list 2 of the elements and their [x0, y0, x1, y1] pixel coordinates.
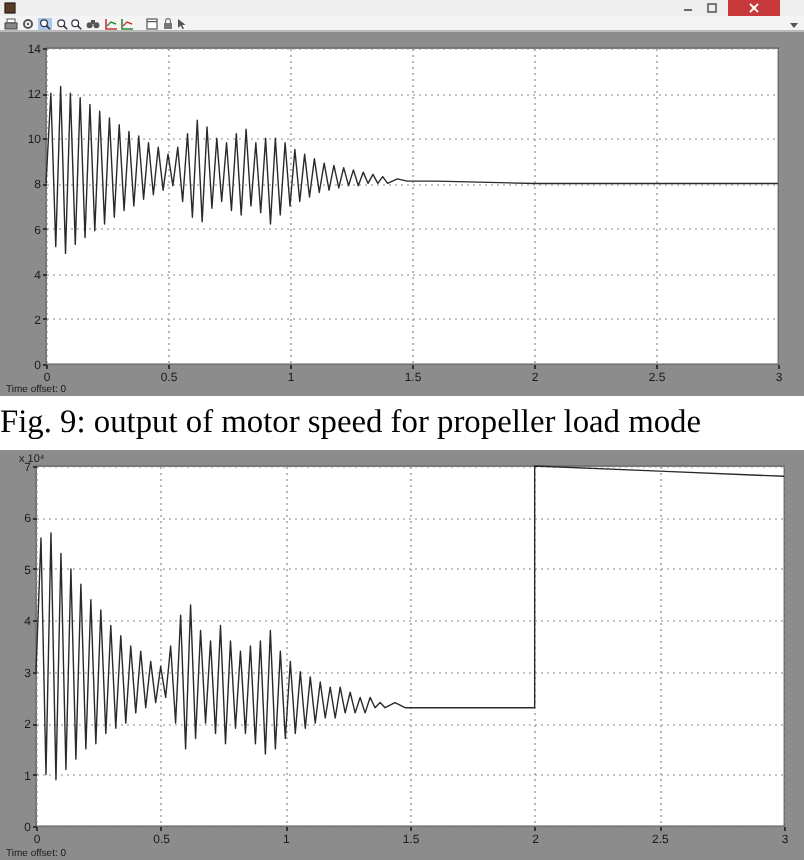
line-series	[45, 85, 779, 255]
caption: Fig. 9: output of motor speed for propeller load mode	[0, 402, 704, 442]
